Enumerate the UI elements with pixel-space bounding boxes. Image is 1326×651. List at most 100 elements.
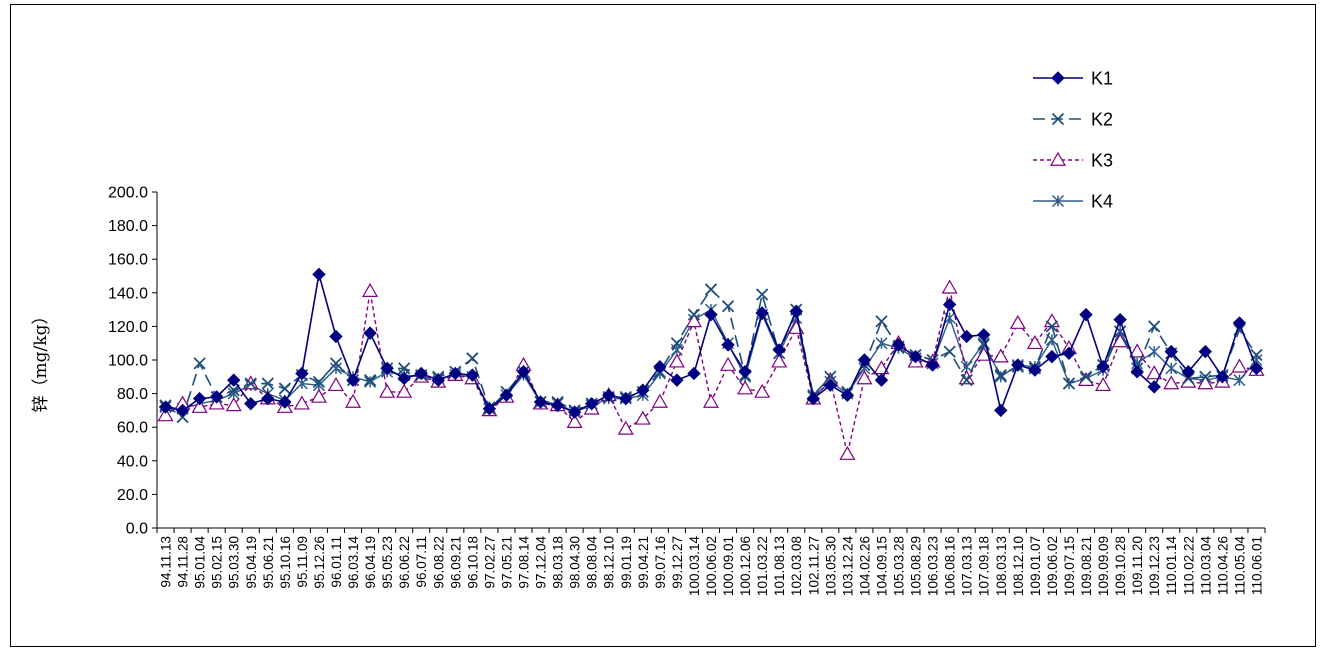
legend-label: K4: [1091, 192, 1113, 212]
data-point-k1: [346, 373, 360, 387]
x-tick-label: 107.09.18: [977, 536, 992, 596]
y-tick-label: 120.0: [108, 319, 148, 336]
data-point-k1: [295, 366, 309, 381]
data-point-k1: [1249, 361, 1264, 376]
x-tick-label: 104.02.26: [857, 536, 872, 596]
data-point-k1: [516, 365, 531, 379]
legend-item-k4: K4: [1033, 192, 1113, 212]
x-tick-label: 110.03.04: [1198, 536, 1213, 596]
x-tick-label: 110.01.14: [1164, 536, 1179, 596]
x-tick-label: 103.05.30: [823, 536, 838, 596]
x-tick-label: 95.04.19: [244, 536, 259, 589]
data-point-k3: [958, 370, 975, 385]
data-point-k1: [363, 326, 377, 340]
data-point-k2: [176, 410, 189, 424]
x-tick-label: 96.04.19: [363, 536, 378, 589]
data-point-k3: [157, 407, 174, 422]
data-point-k1: [772, 343, 786, 357]
data-point-k3: [685, 313, 702, 328]
legend-swatch-marker: [1051, 71, 1065, 85]
x-tick-label: 95.11.09: [295, 536, 310, 588]
data-point-k2: [824, 370, 837, 383]
data-point-k1: [1198, 344, 1213, 359]
x-tick-label: 95.06.21: [261, 536, 276, 589]
data-point-k3: [1129, 343, 1146, 358]
x-tick-label: 95.03.30: [227, 536, 242, 589]
data-point-k1: [261, 391, 275, 406]
data-point-k1: [482, 402, 497, 416]
x-tick-label: 100.09.01: [721, 536, 736, 596]
data-point-k2: [670, 337, 684, 350]
x-tick-label: 96.09.21: [448, 536, 463, 589]
legend-label: K2: [1091, 110, 1113, 130]
data-point-k1: [278, 395, 292, 409]
x-tick-label: 104.09.15: [874, 536, 889, 596]
data-point-k2: [1182, 372, 1195, 385]
x-tick-label: 95.10.16: [278, 536, 293, 589]
data-point-k1: [619, 391, 633, 406]
data-point-k1: [994, 403, 1008, 418]
data-point-k2: [363, 374, 377, 387]
data-point-k1: [414, 366, 428, 381]
data-point-k3: [1009, 314, 1026, 329]
data-point-k1: [704, 307, 718, 322]
data-point-k2: [329, 357, 343, 370]
data-point-k1: [959, 329, 974, 344]
x-tick-label: 96.08.22: [431, 536, 446, 589]
data-point-k3: [992, 348, 1009, 363]
data-point-k1: [1028, 363, 1042, 377]
x-tick-label: 100.06.02: [704, 536, 719, 596]
data-point-k2: [1062, 377, 1076, 390]
data-point-k3: [941, 279, 958, 294]
data-point-k3: [1231, 358, 1248, 373]
x-tick-label: 96.03.14: [346, 536, 361, 589]
data-point-k1: [209, 390, 224, 404]
chart-frame: [10, 4, 1316, 647]
x-tick-label: 101.08.13: [772, 536, 787, 596]
data-point-k3: [634, 410, 651, 425]
data-point-k1: [1215, 370, 1230, 384]
data-point-k2: [193, 357, 206, 370]
data-point-k3: [225, 397, 242, 412]
data-point-k3: [1146, 365, 1163, 380]
x-tick-label: 97.02.27: [482, 536, 497, 589]
data-point-k1: [192, 391, 207, 406]
legend-swatch-marker: [1051, 112, 1065, 126]
series-line-k1: [165, 273, 1258, 413]
data-point-k4: [1148, 345, 1161, 358]
x-tick-label: 110.02.22: [1181, 536, 1196, 595]
x-tick-label: 109.09.09: [1096, 536, 1111, 596]
x-tick-label: 102.03.08: [789, 536, 804, 596]
data-point-k2: [704, 283, 718, 296]
data-point-k2: [1148, 320, 1161, 333]
y-tick-label: 180.0: [108, 218, 148, 235]
x-tick-label: 110.04.26: [1215, 536, 1230, 595]
data-point-k3: [1197, 375, 1214, 390]
x-tick-label: 107.03.13: [960, 536, 975, 596]
data-point-k3: [1026, 334, 1043, 350]
data-point-k1: [584, 396, 599, 411]
data-point-k1: [1062, 346, 1076, 360]
data-point-k2: [398, 362, 411, 375]
x-tick-label: 105.03.28: [892, 536, 907, 596]
x-tick-label: 95.05.23: [380, 536, 395, 589]
x-tick-label: 98.03.18: [551, 536, 566, 589]
legend-label: K3: [1091, 151, 1113, 171]
data-point-k3: [737, 380, 754, 395]
data-point-k1: [653, 360, 667, 374]
y-tick-label: 0.0: [126, 521, 148, 538]
data-point-k3: [668, 353, 685, 368]
x-tick-label: 105.08.29: [909, 536, 924, 596]
data-point-k3: [362, 282, 379, 297]
x-tick-label: 109.06.02: [1045, 536, 1060, 596]
x-tick-label: 100.12.06: [738, 536, 753, 596]
x-tick-label: 109.01.07: [1028, 536, 1043, 596]
data-point-k1: [448, 366, 463, 381]
data-point-k3: [1163, 375, 1180, 390]
data-point-k1: [891, 338, 906, 352]
data-point-k2: [278, 382, 291, 395]
data-point-k1: [1045, 349, 1059, 364]
data-point-k3: [651, 393, 668, 408]
x-tick-label: 94.11.28: [176, 536, 191, 588]
